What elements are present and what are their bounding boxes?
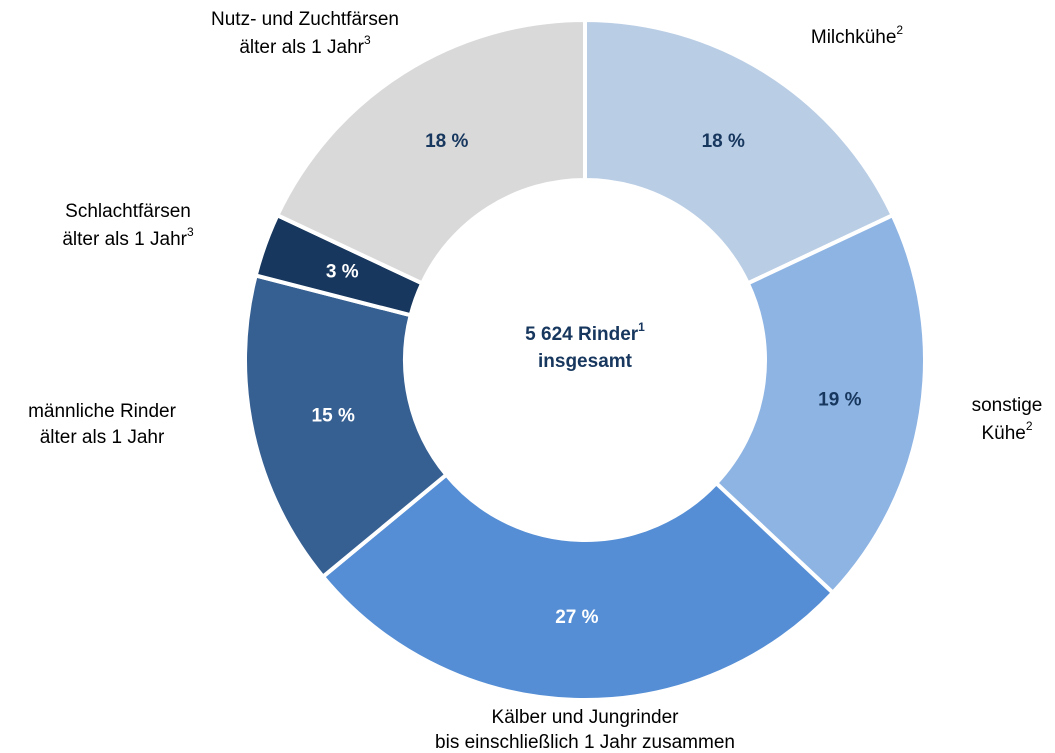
- category-label: Kühe2: [981, 419, 1032, 444]
- data-label: 27 %: [555, 607, 598, 628]
- category-line: bis einschließlich 1 Jahr zusammen: [435, 732, 735, 753]
- category-label: Schlachtfärsen: [65, 201, 191, 222]
- data-label: 15 %: [312, 405, 355, 426]
- center-line: 5 624 Rinder: [525, 324, 639, 345]
- category-line: älter als 1 Jahr: [239, 37, 364, 58]
- category-label: sonstige: [972, 395, 1043, 416]
- category-label: Nutz- und Zuchtfärsen: [211, 9, 399, 30]
- category-label: bis einschließlich 1 Jahr zusammen: [435, 732, 735, 753]
- category-label: älter als 1 Jahr3: [239, 33, 371, 58]
- category-label: älter als 1 Jahr3: [62, 225, 194, 250]
- footnote-marker: 3: [187, 225, 194, 239]
- category-line: männliche Rinder: [28, 401, 177, 422]
- footnote-marker: 2: [896, 23, 903, 37]
- category-label: männliche Rinder: [28, 401, 177, 422]
- footnote-marker: 3: [364, 33, 371, 47]
- category-line: älter als 1 Jahr: [62, 229, 187, 250]
- footnote-marker: 2: [1026, 419, 1033, 433]
- donut-segment: [274, 17, 587, 287]
- category-label: Milchkühe2: [811, 23, 904, 48]
- category-line: Kühe: [981, 423, 1025, 444]
- category-line: Nutz- und Zuchtfärsen: [211, 9, 399, 30]
- category-line: Kälber und Jungrinder: [492, 707, 680, 728]
- center-label: insgesamt: [538, 351, 633, 372]
- data-label: 18 %: [702, 131, 745, 152]
- category-line: älter als 1 Jahr: [40, 427, 165, 448]
- category-label: älter als 1 Jahr: [40, 427, 165, 448]
- data-label: 19 %: [818, 389, 861, 410]
- donut-segment: [583, 17, 896, 287]
- donut-segment: [243, 273, 450, 580]
- category-line: Milchkühe: [811, 27, 897, 48]
- category-line: sonstige: [972, 395, 1043, 416]
- donut-segment: [713, 212, 927, 596]
- center-label: 5 624 Rinder1: [525, 320, 645, 345]
- category-label: Kälber und Jungrinder: [492, 707, 680, 728]
- data-label: 18 %: [425, 131, 468, 152]
- footnote-marker: 1: [638, 320, 645, 334]
- center-line: insgesamt: [538, 351, 633, 372]
- donut-segment: [320, 471, 836, 702]
- data-label: 3 %: [326, 262, 359, 283]
- category-line: Schlachtfärsen: [65, 201, 191, 222]
